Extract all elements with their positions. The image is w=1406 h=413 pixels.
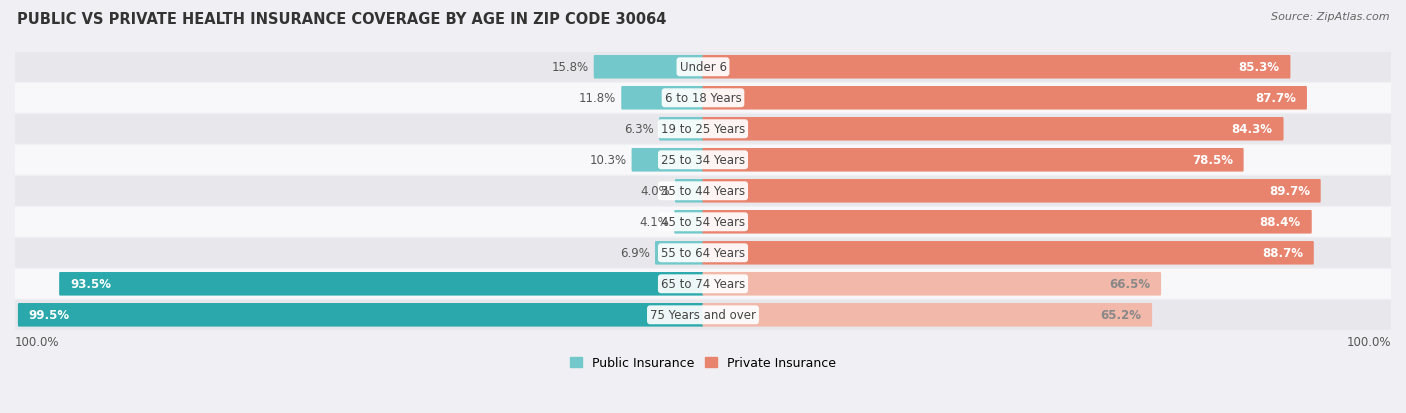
Text: PUBLIC VS PRIVATE HEALTH INSURANCE COVERAGE BY AGE IN ZIP CODE 30064: PUBLIC VS PRIVATE HEALTH INSURANCE COVER… [17,12,666,27]
FancyBboxPatch shape [703,149,1244,172]
Text: 75 Years and over: 75 Years and over [650,309,756,322]
FancyBboxPatch shape [15,176,1391,206]
Text: 10.3%: 10.3% [589,154,627,167]
FancyBboxPatch shape [703,56,1291,79]
FancyBboxPatch shape [703,87,1308,110]
Text: 99.5%: 99.5% [28,309,70,322]
Text: 93.5%: 93.5% [70,278,111,291]
Legend: Public Insurance, Private Insurance: Public Insurance, Private Insurance [565,351,841,374]
FancyBboxPatch shape [659,118,703,141]
Text: 45 to 54 Years: 45 to 54 Years [661,216,745,229]
Text: 100.0%: 100.0% [1347,335,1391,348]
FancyBboxPatch shape [15,207,1391,237]
Text: 19 to 25 Years: 19 to 25 Years [661,123,745,136]
Text: Under 6: Under 6 [679,61,727,74]
FancyBboxPatch shape [15,115,1391,144]
FancyBboxPatch shape [703,180,1320,203]
Text: 6 to 18 Years: 6 to 18 Years [665,92,741,105]
FancyBboxPatch shape [15,53,1391,83]
Text: 15.8%: 15.8% [551,61,589,74]
Text: 66.5%: 66.5% [1109,278,1150,291]
Text: 11.8%: 11.8% [579,92,616,105]
Text: 88.7%: 88.7% [1263,247,1303,260]
FancyBboxPatch shape [703,211,1312,234]
Text: 6.9%: 6.9% [620,247,650,260]
Text: 6.3%: 6.3% [624,123,654,136]
FancyBboxPatch shape [703,242,1313,265]
FancyBboxPatch shape [675,180,703,203]
Text: 65 to 74 Years: 65 to 74 Years [661,278,745,291]
FancyBboxPatch shape [593,56,703,79]
FancyBboxPatch shape [703,303,1152,327]
Text: 84.3%: 84.3% [1232,123,1272,136]
FancyBboxPatch shape [631,149,703,172]
FancyBboxPatch shape [15,145,1391,175]
Text: 100.0%: 100.0% [15,335,59,348]
FancyBboxPatch shape [703,272,1161,296]
FancyBboxPatch shape [675,211,703,234]
Text: 78.5%: 78.5% [1192,154,1233,167]
Text: 25 to 34 Years: 25 to 34 Years [661,154,745,167]
Text: 88.4%: 88.4% [1260,216,1301,229]
Text: 85.3%: 85.3% [1239,61,1279,74]
Text: 4.0%: 4.0% [640,185,671,198]
FancyBboxPatch shape [18,303,703,327]
Text: 4.1%: 4.1% [640,216,669,229]
FancyBboxPatch shape [621,87,703,110]
FancyBboxPatch shape [15,84,1391,114]
Text: 55 to 64 Years: 55 to 64 Years [661,247,745,260]
FancyBboxPatch shape [15,269,1391,299]
FancyBboxPatch shape [59,272,703,296]
FancyBboxPatch shape [15,300,1391,330]
Text: 35 to 44 Years: 35 to 44 Years [661,185,745,198]
Text: 89.7%: 89.7% [1268,185,1310,198]
Text: Source: ZipAtlas.com: Source: ZipAtlas.com [1271,12,1389,22]
Text: 87.7%: 87.7% [1256,92,1296,105]
FancyBboxPatch shape [15,238,1391,268]
Text: 65.2%: 65.2% [1101,309,1142,322]
FancyBboxPatch shape [703,118,1284,141]
FancyBboxPatch shape [655,242,703,265]
